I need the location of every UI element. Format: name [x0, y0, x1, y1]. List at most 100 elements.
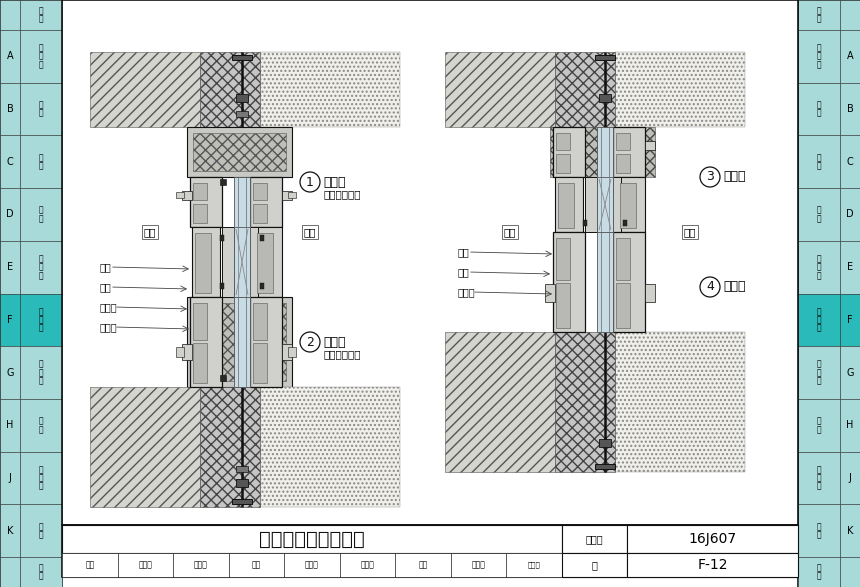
Bar — [597, 177, 613, 232]
Text: 16J607: 16J607 — [689, 532, 736, 546]
Bar — [798, 399, 840, 451]
Bar — [220, 283, 224, 289]
Bar — [234, 297, 250, 387]
Bar — [193, 133, 286, 171]
Text: H: H — [846, 420, 854, 430]
Text: A: A — [7, 51, 13, 62]
Bar — [623, 220, 627, 226]
Bar — [220, 235, 224, 241]
Text: 铝
合
金: 铝 合 金 — [39, 43, 43, 69]
Bar — [200, 387, 260, 507]
Text: 一
体
化: 一 体 化 — [39, 465, 43, 491]
Bar — [507, 553, 562, 577]
Bar — [288, 346, 296, 357]
Text: 沈凤法: 沈凤法 — [194, 561, 208, 569]
Bar — [340, 553, 396, 577]
Bar — [20, 30, 62, 83]
Bar — [562, 525, 627, 553]
Text: 塑
料: 塑 料 — [39, 100, 43, 118]
Text: B: B — [846, 104, 853, 114]
Bar — [627, 525, 798, 553]
Text: K: K — [847, 525, 853, 536]
Text: 季久存: 季久存 — [360, 561, 374, 569]
Bar — [0, 30, 20, 83]
Text: E: E — [847, 262, 853, 272]
Text: 窗扇: 窗扇 — [458, 247, 470, 257]
Bar — [645, 140, 655, 150]
Text: E: E — [7, 262, 13, 272]
Text: 窗框: 窗框 — [458, 267, 470, 277]
Bar — [0, 451, 20, 504]
Bar — [176, 346, 184, 357]
Bar — [62, 0, 798, 525]
Bar — [840, 557, 860, 587]
Text: 室内: 室内 — [304, 227, 316, 237]
Bar — [250, 297, 282, 387]
Circle shape — [700, 277, 720, 297]
Text: 4: 4 — [706, 281, 714, 294]
Bar — [840, 451, 860, 504]
Bar — [62, 553, 118, 577]
Text: D: D — [6, 210, 14, 220]
Bar — [118, 553, 173, 577]
Bar — [236, 466, 248, 472]
Bar — [282, 191, 292, 200]
Bar — [451, 553, 507, 577]
Bar — [616, 238, 630, 280]
Bar — [20, 136, 62, 188]
Bar — [253, 343, 267, 383]
Text: 聚
氨
酯: 聚 氨 酯 — [817, 307, 821, 333]
Bar — [193, 343, 207, 383]
Bar — [284, 553, 340, 577]
Bar — [616, 283, 630, 328]
Bar — [236, 479, 248, 487]
Text: F-12: F-12 — [697, 558, 728, 572]
Bar — [62, 0, 798, 525]
Text: H: H — [6, 420, 14, 430]
Bar — [558, 183, 574, 228]
Bar — [173, 553, 229, 577]
Text: 附
录: 附 录 — [817, 564, 821, 581]
Bar — [445, 52, 555, 127]
Bar — [617, 177, 645, 232]
Bar — [0, 294, 20, 346]
Bar — [187, 297, 292, 387]
Text: 铝
塑: 铝 塑 — [39, 153, 43, 170]
Bar — [193, 303, 286, 381]
Bar — [193, 303, 207, 340]
Bar — [840, 136, 860, 188]
Bar — [0, 83, 20, 136]
Text: 李文东: 李文东 — [305, 561, 319, 569]
Bar — [840, 294, 860, 346]
Circle shape — [700, 167, 720, 187]
Bar — [597, 232, 613, 332]
Bar — [257, 233, 273, 293]
Bar — [840, 399, 860, 451]
Text: 3: 3 — [706, 170, 714, 184]
Bar — [545, 284, 555, 302]
Text: 1: 1 — [306, 176, 314, 188]
Bar — [20, 241, 62, 294]
Text: 彩
钢: 彩 钢 — [817, 522, 821, 539]
Bar — [840, 346, 860, 399]
Text: J: J — [849, 473, 851, 483]
Bar — [585, 177, 597, 232]
Bar — [260, 235, 264, 241]
Bar — [445, 332, 555, 472]
Text: 设计: 设计 — [419, 561, 427, 569]
Bar — [798, 241, 840, 294]
Bar — [0, 188, 20, 241]
Bar — [236, 111, 248, 117]
Bar — [190, 297, 222, 387]
Bar — [200, 52, 260, 127]
Text: 室内: 室内 — [684, 227, 697, 237]
Text: 鱼贵曾: 鱼贵曾 — [472, 561, 486, 569]
Bar — [599, 439, 611, 447]
Text: 窗上口: 窗上口 — [723, 170, 746, 184]
Text: 钢附框: 钢附框 — [100, 302, 118, 312]
Text: 2: 2 — [306, 336, 314, 349]
Bar — [90, 52, 200, 127]
Bar — [613, 177, 621, 232]
Text: F: F — [847, 315, 853, 325]
Bar — [0, 399, 20, 451]
